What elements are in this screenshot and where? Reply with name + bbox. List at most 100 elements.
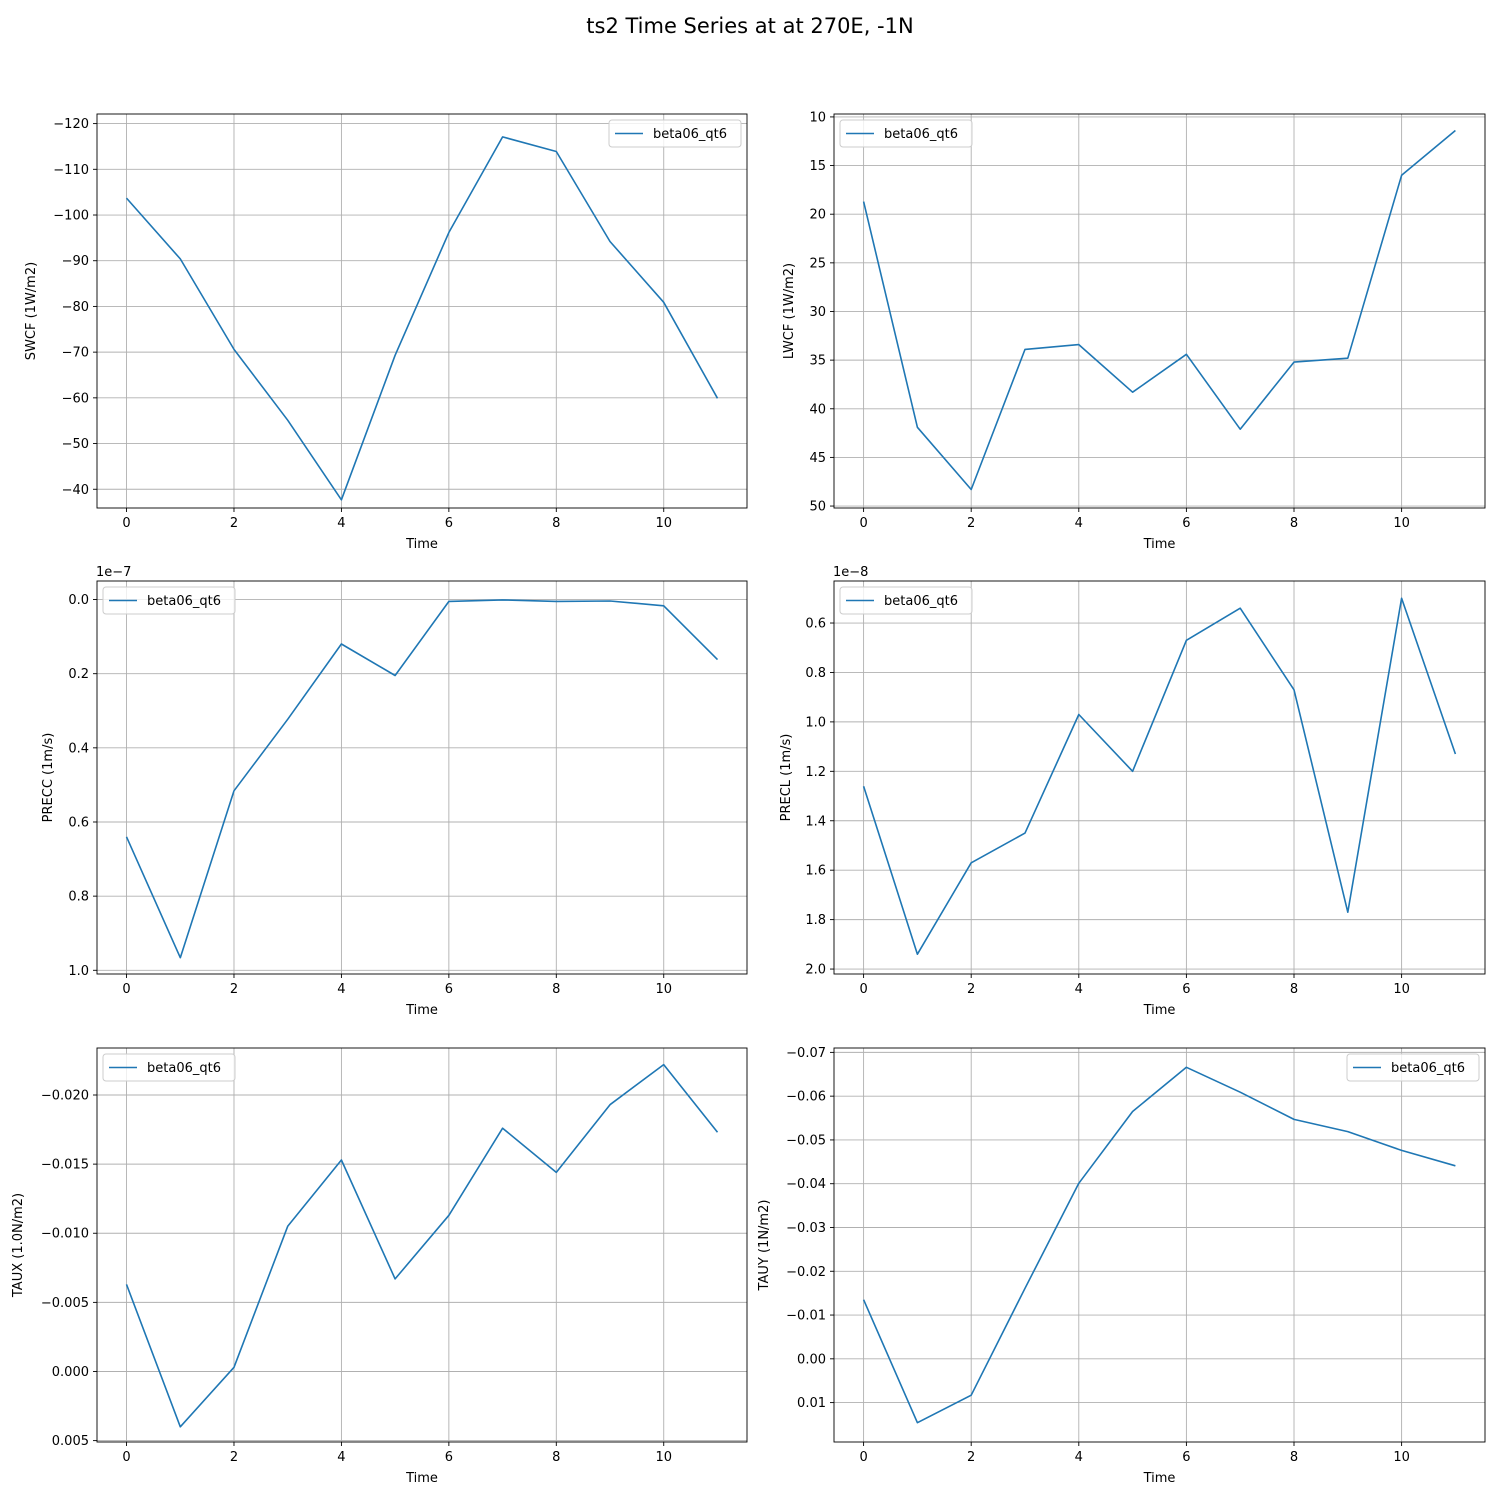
y-tick-label: −0.04: [786, 1177, 826, 1192]
y-tick-label: −50: [62, 437, 89, 452]
x-tick-label: 10: [1393, 1450, 1410, 1465]
y-tick-label: 0.4: [68, 741, 89, 756]
y-tick-label: 1.0: [68, 964, 89, 979]
x-axis-label: Time: [405, 1003, 438, 1018]
series-line: [862, 597, 1457, 956]
x-tick-label: 4: [337, 516, 345, 531]
y-tick-label: 25: [809, 256, 826, 271]
y-axis-label: LWCF (1W/m2): [782, 263, 797, 359]
y-tick-label: 1.4: [805, 814, 826, 829]
y-tick-label: −40: [62, 483, 89, 498]
x-tick-label: 0: [122, 516, 130, 531]
subplot-3: 0 2 4 6 8 10 0.0 0.2 0.4 0.6 0.8 1.0 Time PRECC (1m/s…: [41, 565, 748, 1018]
legend: beta06_qt6: [839, 119, 973, 148]
plot-frame: [833, 1047, 1486, 1443]
x-tick-label: 2: [967, 516, 975, 531]
x-tick-label: 2: [230, 1450, 238, 1465]
series-line: [862, 1066, 1456, 1424]
y-tick-label: 0.000: [52, 1365, 89, 1380]
y-tick-label: −100: [53, 209, 89, 224]
y-tick-label: −90: [62, 254, 89, 269]
legend: beta06_qt6: [608, 119, 742, 148]
plot-frame: [96, 113, 748, 509]
axis-offset-text: 1e−8: [833, 565, 868, 580]
axis-offset-text: 1e−7: [96, 565, 131, 580]
y-axis-label: PRECL (1m/s): [779, 734, 794, 822]
y-tick-label: 0.8: [68, 890, 89, 905]
legend: beta06_qt6: [839, 586, 973, 615]
y-tick-label: −0.05: [786, 1133, 826, 1148]
y-tick-label: −0.005: [41, 1296, 89, 1311]
y-tick-label: 45: [809, 451, 826, 466]
legend-label: beta06_qt6: [1391, 1061, 1465, 1076]
y-tick-label: 30: [809, 305, 826, 320]
x-tick-label: 4: [1075, 516, 1083, 531]
plot-frame: [96, 580, 748, 975]
legend-label: beta06_qt6: [884, 127, 958, 142]
x-tick-label: 8: [552, 982, 560, 997]
legend-label: beta06_qt6: [147, 594, 221, 609]
subplot-2: 0 2 4 6 8 10 10 15 20 25 30 35 40 45 50 Time LWCF (1W/m2…: [782, 110, 1486, 552]
y-tick-label: 15: [809, 159, 826, 174]
x-tick-label: 4: [1075, 1450, 1083, 1465]
subplot-1: 0 2 4 6 8 10 −120 −110 −100 −90 −80 −70 −60 −50 −40 Tim…: [24, 113, 748, 552]
y-tick-label: −110: [53, 163, 89, 178]
plot-frame: [833, 580, 1486, 975]
y-tick-label: 40: [809, 402, 826, 417]
y-tick-label: 50: [809, 500, 826, 515]
y-tick-label: 0.2: [68, 667, 89, 682]
x-tick-label: 6: [1182, 982, 1190, 997]
legend: beta06_qt6: [1346, 1053, 1480, 1082]
plot-frame: [833, 113, 1486, 509]
x-tick-label: 10: [655, 516, 672, 531]
y-tick-label: −0.07: [786, 1046, 826, 1061]
y-tick-label: 20: [809, 208, 826, 223]
y-tick-label: 0.005: [52, 1434, 89, 1449]
legend-label: beta06_qt6: [884, 594, 958, 609]
series-line: [862, 129, 1456, 491]
x-tick-label: 4: [337, 1450, 345, 1465]
y-tick-label: 1.0: [805, 715, 826, 730]
y-tick-label: −0.03: [786, 1221, 826, 1236]
y-tick-label: −120: [53, 117, 89, 132]
y-tick-label: 0.01: [797, 1396, 826, 1411]
x-axis-label: Time: [1143, 537, 1176, 552]
y-tick-label: −0.02: [786, 1265, 826, 1280]
y-tick-label: 0.8: [805, 666, 826, 681]
y-axis-label: SWCF (1W/m2): [24, 262, 39, 360]
x-tick-label: 8: [1290, 982, 1298, 997]
series-line: [125, 599, 719, 959]
x-tick-label: 0: [122, 982, 130, 997]
x-axis-label: Time: [405, 537, 438, 552]
subplot-6: 0 2 4 6 8 10 −0.07 −0.06 −0.05 −0.04 −0.03 −0.02 −0.…: [757, 1046, 1486, 1486]
legend-box: [102, 1053, 236, 1082]
x-tick-label: 10: [655, 982, 672, 997]
y-tick-label: −80: [62, 300, 89, 315]
y-tick-label: 0.6: [805, 617, 826, 632]
x-axis-label: Time: [405, 1471, 438, 1486]
x-tick-label: 8: [1290, 1450, 1298, 1465]
legend: beta06_qt6: [102, 586, 236, 615]
y-tick-label: −0.01: [786, 1309, 826, 1324]
legend-box: [102, 586, 236, 615]
y-axis-label: TAUY (1N/m2): [757, 1200, 772, 1292]
y-tick-label: 2.0: [805, 963, 826, 978]
x-tick-label: 10: [1393, 982, 1410, 997]
x-tick-label: 6: [445, 516, 453, 531]
x-tick-label: 2: [230, 516, 238, 531]
y-tick-label: −0.015: [41, 1158, 89, 1173]
x-tick-label: 0: [859, 516, 867, 531]
legend-box: [608, 119, 742, 148]
y-tick-label: 1.2: [805, 765, 826, 780]
y-tick-label: 35: [809, 354, 826, 369]
y-tick-label: −70: [62, 346, 89, 361]
x-tick-label: 8: [1290, 516, 1298, 531]
x-tick-label: 2: [967, 1450, 975, 1465]
x-tick-label: 6: [445, 1450, 453, 1465]
x-tick-label: 0: [859, 982, 867, 997]
y-tick-label: 1.8: [805, 913, 826, 928]
x-axis-label: Time: [1143, 1003, 1176, 1018]
y-tick-label: 0.6: [68, 815, 89, 830]
y-tick-label: −60: [62, 391, 89, 406]
